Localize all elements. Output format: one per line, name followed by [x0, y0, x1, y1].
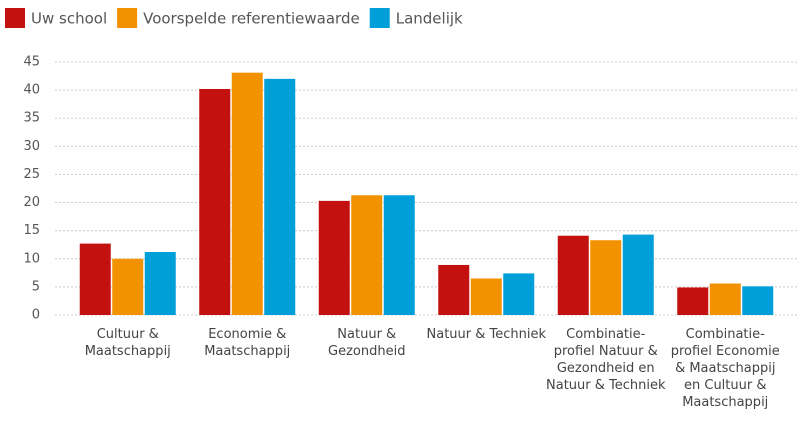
bar [503, 273, 535, 315]
bar [557, 235, 589, 315]
y-tick-label: 20 [23, 195, 40, 210]
bar [622, 234, 654, 315]
bar [318, 200, 350, 315]
bar [199, 88, 231, 315]
bar [264, 78, 296, 315]
bar [231, 72, 263, 315]
y-tick-label: 25 [23, 167, 40, 182]
x-tick-label: Natuur & Gezondheid [328, 327, 406, 359]
bar [112, 258, 144, 315]
legend-label: Landelijk [396, 10, 463, 28]
legend-swatch [5, 8, 25, 28]
y-tick-label: 10 [23, 251, 40, 266]
x-tick-label: Combinatie-profiel Economie & Maatschapp… [670, 327, 780, 410]
x-tick-label: Combinatie-profiel Natuur & Gezondheid e… [546, 327, 666, 393]
bar [470, 278, 502, 315]
bar [79, 243, 111, 315]
bar [677, 287, 709, 315]
legend-label: Voorspelde referentiewaarde [143, 10, 360, 28]
bar [383, 195, 415, 315]
bar [742, 286, 774, 315]
y-tick-label: 15 [23, 223, 40, 238]
legend-swatch [117, 8, 138, 28]
y-tick-label: 45 [23, 55, 40, 70]
y-tick-label: 35 [23, 111, 40, 126]
x-tick-label: Economie & Maatschappij [204, 327, 291, 359]
bar [590, 240, 622, 315]
bar [709, 283, 741, 315]
legend-swatch [369, 8, 390, 28]
y-tick-label: 30 [23, 139, 40, 154]
x-tick-label: Natuur & Techniek [426, 327, 547, 342]
y-tick-label: 0 [32, 308, 40, 323]
bar [438, 264, 470, 315]
x-tick-label: Cultuur & Maatschappij [84, 327, 171, 359]
bar [351, 195, 383, 315]
legend-label: Uw school [31, 10, 107, 28]
bar [144, 252, 176, 315]
y-tick-label: 40 [23, 83, 40, 98]
y-tick-label: 5 [32, 279, 40, 294]
